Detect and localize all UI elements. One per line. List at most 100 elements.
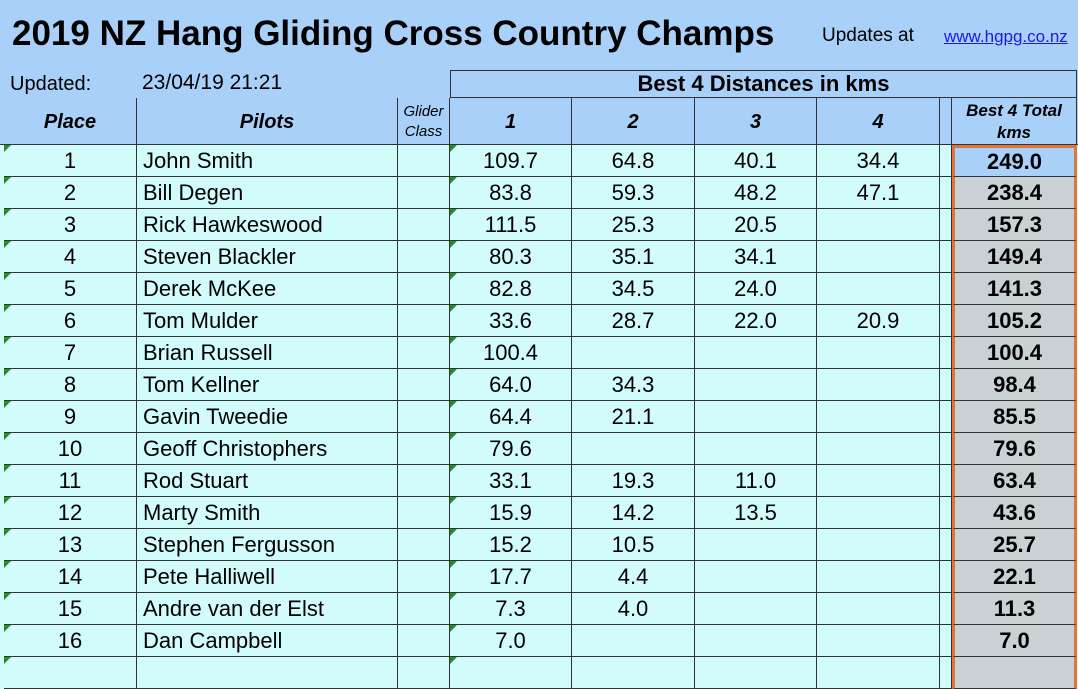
distance: 15.2 bbox=[450, 529, 572, 561]
total: 63.4 bbox=[952, 465, 1077, 497]
spacer bbox=[940, 561, 952, 593]
distance: 13.5 bbox=[695, 497, 817, 529]
glider-class bbox=[398, 177, 450, 209]
distance: 11.0 bbox=[695, 465, 817, 497]
distance bbox=[817, 401, 940, 433]
distance: 22.0 bbox=[695, 305, 817, 337]
glider-class bbox=[398, 369, 450, 401]
distance: 79.6 bbox=[450, 433, 572, 465]
column-header: 1 bbox=[450, 98, 572, 145]
distance bbox=[817, 241, 940, 273]
pilot: John Smith bbox=[137, 145, 398, 177]
glider-class bbox=[398, 561, 450, 593]
place: 4 bbox=[4, 241, 137, 273]
distance bbox=[817, 209, 940, 241]
spacer bbox=[940, 401, 952, 433]
glider-class bbox=[398, 433, 450, 465]
total: 43.6 bbox=[952, 497, 1077, 529]
place: 7 bbox=[4, 337, 137, 369]
distance: 20.9 bbox=[817, 305, 940, 337]
distance bbox=[695, 369, 817, 401]
distance: 100.4 bbox=[450, 337, 572, 369]
total: 149.4 bbox=[952, 241, 1077, 273]
pilot: Steven Blackler bbox=[137, 241, 398, 273]
place: 11 bbox=[4, 465, 137, 497]
total: 98.4 bbox=[952, 369, 1077, 401]
distance bbox=[695, 337, 817, 369]
distance: 34.3 bbox=[572, 369, 695, 401]
glider-class bbox=[398, 465, 450, 497]
distance: 48.2 bbox=[695, 177, 817, 209]
pilot: Pete Halliwell bbox=[137, 561, 398, 593]
header-band bbox=[0, 0, 1078, 145]
link[interactable]: www.hgpg.co.nz bbox=[944, 27, 1068, 46]
spacer bbox=[940, 177, 952, 209]
place: 1 bbox=[4, 145, 137, 177]
distance: 4.4 bbox=[572, 561, 695, 593]
glider-class bbox=[398, 497, 450, 529]
place: 10 bbox=[4, 433, 137, 465]
glider-class bbox=[398, 529, 450, 561]
total: 25.7 bbox=[952, 529, 1077, 561]
distance: 83.8 bbox=[450, 177, 572, 209]
distance: 34.1 bbox=[695, 241, 817, 273]
distance bbox=[817, 497, 940, 529]
distance bbox=[817, 561, 940, 593]
distance bbox=[572, 433, 695, 465]
spacer bbox=[940, 497, 952, 529]
distance bbox=[695, 529, 817, 561]
distance: 17.7 bbox=[450, 561, 572, 593]
column-header: Glider Class bbox=[398, 98, 450, 145]
pilot: Tom Kellner bbox=[137, 369, 398, 401]
group-header: Best 4 Distances in kms bbox=[450, 70, 1077, 98]
column-header: 4 bbox=[817, 98, 940, 145]
total: 100.4 bbox=[952, 337, 1077, 369]
place: 12 bbox=[4, 497, 137, 529]
spacer bbox=[940, 625, 952, 657]
distance: 33.6 bbox=[450, 305, 572, 337]
distance: 4.0 bbox=[572, 593, 695, 625]
column-header: Place bbox=[4, 98, 137, 145]
distance: 64.0 bbox=[450, 369, 572, 401]
distance: 35.1 bbox=[572, 241, 695, 273]
total: 85.5 bbox=[952, 401, 1077, 433]
pilot: Tom Mulder bbox=[137, 305, 398, 337]
pilot: Dan Campbell bbox=[137, 625, 398, 657]
total: 249.0 bbox=[952, 145, 1077, 177]
distance bbox=[817, 337, 940, 369]
spacer bbox=[940, 529, 952, 561]
glider-class bbox=[398, 145, 450, 177]
updates-label: Updates at bbox=[822, 25, 914, 46]
distance: 24.0 bbox=[695, 273, 817, 305]
spacer bbox=[940, 209, 952, 241]
distance bbox=[817, 433, 940, 465]
distance: 82.8 bbox=[450, 273, 572, 305]
distance bbox=[695, 593, 817, 625]
pilot: Rick Hawkeswood bbox=[137, 209, 398, 241]
distance bbox=[695, 433, 817, 465]
spacer bbox=[940, 465, 952, 497]
pilot: Bill Degen bbox=[137, 177, 398, 209]
glider-class bbox=[398, 625, 450, 657]
distance: 14.2 bbox=[572, 497, 695, 529]
spacer bbox=[940, 273, 952, 305]
pilot: Brian Russell bbox=[137, 337, 398, 369]
glider-class bbox=[398, 241, 450, 273]
spacer bbox=[940, 369, 952, 401]
total: 7.0 bbox=[952, 625, 1077, 657]
distance bbox=[572, 337, 695, 369]
spacer bbox=[940, 241, 952, 273]
pilot: Geoff Christophers bbox=[137, 433, 398, 465]
distance: 80.3 bbox=[450, 241, 572, 273]
distance: 34.5 bbox=[572, 273, 695, 305]
distance bbox=[695, 401, 817, 433]
pilot: Marty Smith bbox=[137, 497, 398, 529]
pilot: Derek McKee bbox=[137, 273, 398, 305]
place: 9 bbox=[4, 401, 137, 433]
distance: 7.0 bbox=[450, 625, 572, 657]
distance: 59.3 bbox=[572, 177, 695, 209]
distance bbox=[817, 593, 940, 625]
distance: 109.7 bbox=[450, 145, 572, 177]
place: 16 bbox=[4, 625, 137, 657]
